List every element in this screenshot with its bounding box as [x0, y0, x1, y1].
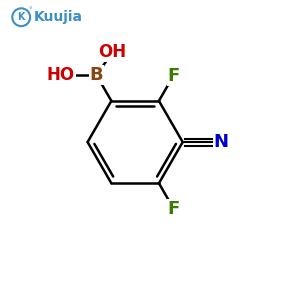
Text: °: ° [29, 7, 32, 13]
Text: B: B [90, 66, 103, 84]
Text: N: N [214, 133, 229, 151]
Text: OH: OH [98, 44, 127, 62]
Text: F: F [168, 200, 180, 217]
Text: HO: HO [47, 66, 75, 84]
Text: Kuujia: Kuujia [34, 10, 83, 24]
Text: K: K [17, 12, 25, 22]
Text: F: F [168, 67, 180, 85]
